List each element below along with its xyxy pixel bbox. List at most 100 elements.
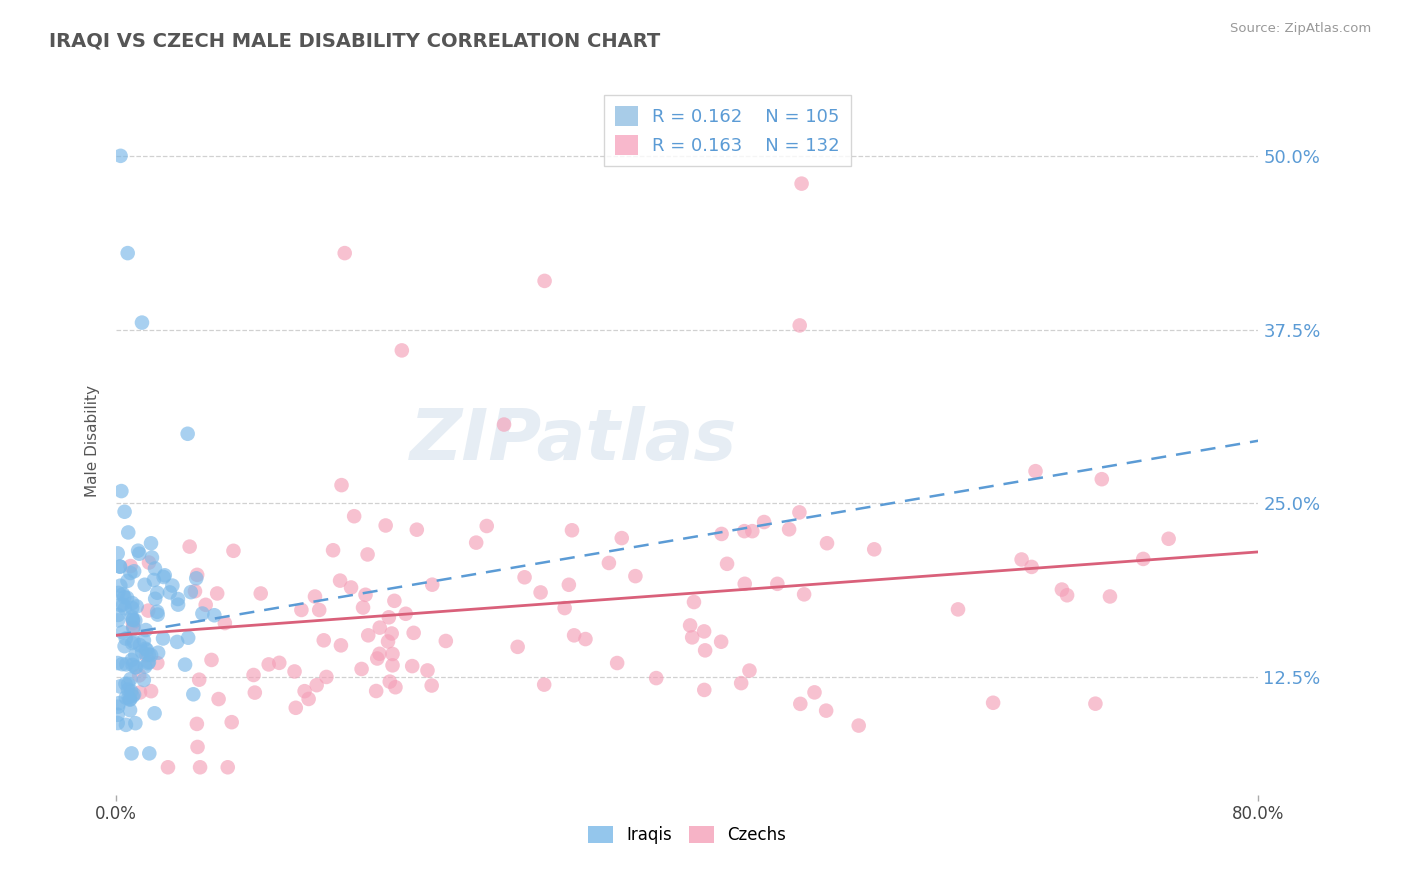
Point [716,557,738,571]
Point [111,587,134,601]
Point [122,613,145,627]
Point [416,664,439,678]
Point [146,646,169,660]
Point [1132,552,1154,566]
Point [107,656,129,670]
Text: ZIPatlas: ZIPatlas [409,406,737,475]
Point [112,598,135,612]
Point [681,631,703,645]
Point [114,639,136,653]
Point [598,556,620,570]
Point [114,601,136,615]
Point [249,586,271,600]
Point [312,633,335,648]
Point [1098,590,1121,604]
Point [863,542,886,557]
Point [683,595,706,609]
Point [122,634,145,648]
Point [1091,472,1114,486]
Point [125,599,148,614]
Point [134,641,156,656]
Point [111,657,134,672]
Point [492,417,515,432]
Point [141,550,163,565]
Point [269,656,291,670]
Point [177,631,200,645]
Point [136,604,159,618]
Point [142,573,165,587]
Point [562,628,585,642]
Point [329,574,352,588]
Point [124,716,146,731]
Point [558,578,581,592]
Point [322,543,344,558]
Point [946,602,969,616]
Point [146,607,169,622]
Point [789,318,811,333]
Point [778,522,800,536]
Point [533,678,555,692]
Point [153,568,176,582]
Point [475,519,498,533]
Point [120,672,142,686]
Y-axis label: Male Disability: Male Disability [86,384,100,497]
Point [159,585,181,599]
Point [752,515,775,529]
Point [391,343,413,358]
Point [420,679,443,693]
Point [124,648,146,662]
Point [329,638,352,652]
Point [200,653,222,667]
Point [356,548,378,562]
Point [156,760,179,774]
Point [121,596,143,610]
Point [162,578,184,592]
Point [1056,588,1078,602]
Point [132,633,155,648]
Point [146,605,169,619]
Point [134,578,156,592]
Point [1084,697,1107,711]
Point [395,607,418,621]
Point [110,149,132,163]
Point [107,699,129,714]
Point [420,577,443,591]
Point [733,524,755,538]
Point [381,647,404,661]
Point [284,700,307,714]
Point [124,614,146,628]
Point [465,535,488,549]
Point [191,607,214,621]
Point [610,531,633,545]
Point [143,591,166,606]
Point [135,643,157,657]
Point [176,426,198,441]
Point [333,246,356,260]
Point [134,659,156,673]
Point [143,561,166,575]
Point [121,601,143,615]
Point [108,680,131,694]
Point [378,610,401,624]
Point [405,523,427,537]
Point [121,653,143,667]
Point [114,690,136,705]
Point [308,603,330,617]
Point [183,687,205,701]
Point [146,656,169,670]
Point [127,543,149,558]
Point [186,717,208,731]
Point [118,692,141,706]
Point [188,760,211,774]
Point [790,177,813,191]
Point [506,640,529,654]
Point [187,739,209,754]
Text: Source: ZipAtlas.com: Source: ZipAtlas.com [1230,22,1371,36]
Point [1021,560,1043,574]
Point [121,689,143,703]
Point [202,608,225,623]
Point [120,684,142,698]
Point [217,760,239,774]
Point [529,585,551,599]
Point [340,581,363,595]
